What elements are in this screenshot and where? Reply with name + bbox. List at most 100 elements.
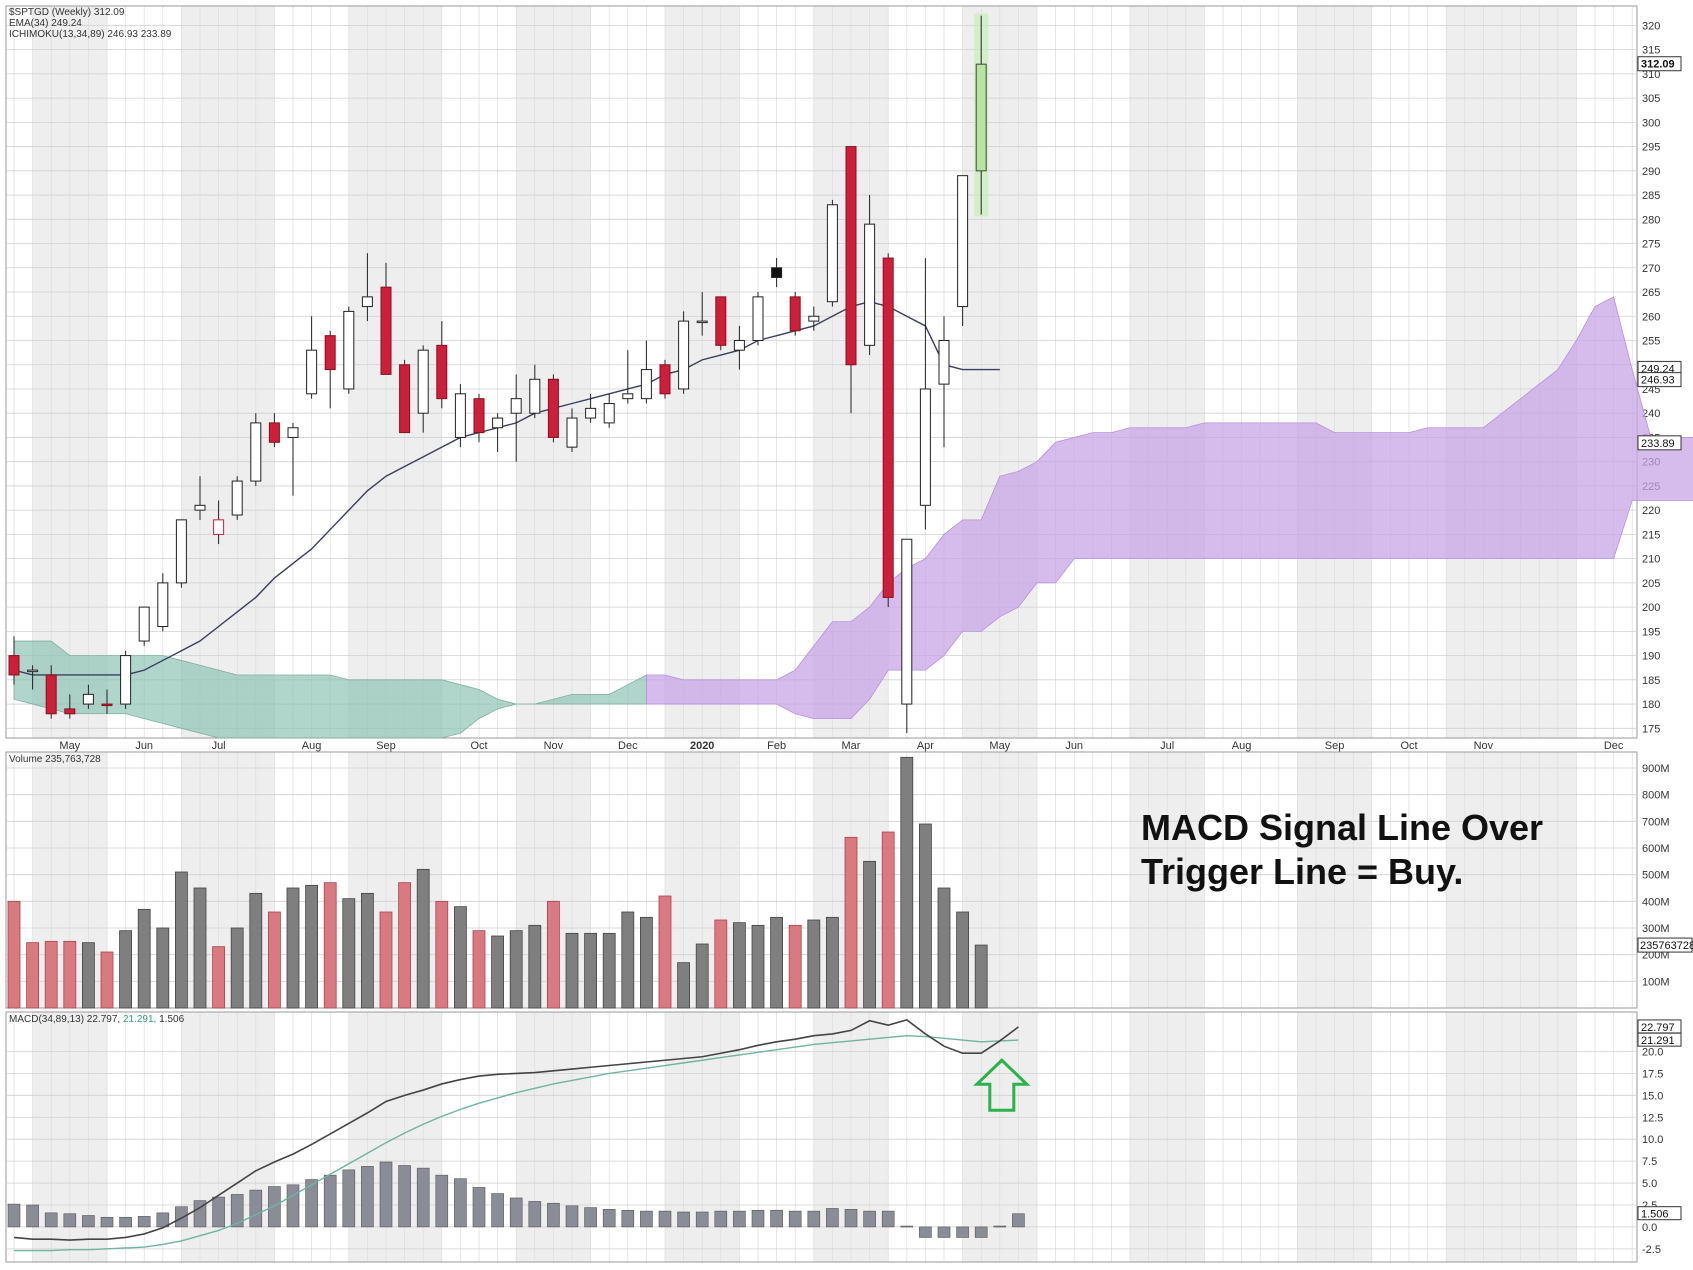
candle	[789, 292, 801, 336]
candle	[324, 330, 336, 409]
candle	[436, 321, 448, 409]
price-tick-label: 265	[1642, 287, 1660, 299]
candle	[974, 13, 989, 217]
macd-histogram-bar	[398, 1165, 411, 1228]
volume-tick-label: 300M	[1642, 923, 1670, 935]
macd-histogram-bar	[342, 1169, 356, 1228]
volume-bar	[453, 906, 467, 1009]
volume-bar	[323, 882, 337, 1009]
candle-body	[845, 146, 857, 366]
x-axis-label: Sep	[1325, 740, 1345, 752]
candle	[175, 519, 187, 588]
candle-body	[696, 320, 708, 324]
price-value-tag-text: 233.89	[1641, 438, 1675, 450]
candle-body	[733, 339, 745, 351]
candle	[27, 665, 39, 690]
candle	[120, 650, 132, 709]
candle-body	[268, 422, 280, 443]
volume-bar	[733, 922, 746, 1009]
macd-histogram-bar	[100, 1216, 114, 1228]
price-legend-line: $SPTGD (Weekly) 312.09	[9, 7, 125, 18]
candle-body	[622, 393, 634, 400]
candle	[194, 476, 206, 520]
candle-body	[715, 296, 727, 346]
candle-body	[771, 267, 783, 278]
candle	[454, 384, 466, 448]
candle	[603, 393, 615, 428]
macd-tick-label: -2.5	[1642, 1244, 1661, 1256]
macd-histogram-bar	[714, 1210, 728, 1228]
volume-bar	[788, 924, 802, 1009]
macd-line	[13, 1019, 1019, 1241]
candle-body	[789, 296, 801, 332]
candle-body	[678, 320, 690, 390]
price-value-tag-text: 312.09	[1641, 59, 1675, 71]
price-legend-line: ICHIMOKU(13,34,89) 246.93 233.89	[9, 29, 172, 40]
candle	[510, 374, 522, 462]
macd-histogram-bar	[733, 1210, 746, 1228]
macd-histogram-bar	[472, 1187, 486, 1228]
macd-tick-label: 5.0	[1642, 1178, 1657, 1190]
candle	[882, 253, 894, 608]
price-tick-label: 195	[1642, 626, 1660, 638]
price-value-tag-box	[1637, 372, 1682, 388]
volume-value-tag-box	[1637, 937, 1693, 953]
volume-bar	[826, 916, 839, 1009]
candle-body	[882, 257, 894, 598]
candle	[157, 573, 169, 632]
candle-body	[194, 504, 206, 511]
ema34-line	[13, 300, 1000, 676]
macd-histogram-bar	[602, 1209, 616, 1228]
macd-histogram-bar	[956, 1226, 969, 1238]
macd-tick-label: 20.0	[1642, 1046, 1663, 1058]
candle	[622, 350, 634, 404]
volume-bars	[7, 756, 988, 1009]
price-legend-line: EMA(34) 249.24	[9, 18, 82, 29]
candle	[306, 316, 318, 399]
volume-bar	[137, 908, 151, 1009]
volume-tick-label: 900M	[1642, 763, 1670, 775]
macd-histogram-bar	[212, 1196, 225, 1228]
x-axis: May Jun Jul Aug Sep Oct Nov Dec 2020 Feb Mar Apr May…	[59, 740, 1623, 752]
candle-body	[157, 582, 169, 628]
macd-tick-label: 12.5	[1642, 1112, 1663, 1124]
price-value-tag-text: 246.93	[1641, 375, 1675, 387]
macd-value-tag: 1.506	[1637, 1206, 1682, 1221]
macd-histogram-bar	[807, 1210, 821, 1228]
volume-bar	[714, 919, 728, 1009]
price-tick-label: 180	[1642, 699, 1660, 711]
candle-body	[82, 693, 94, 705]
price-tick-label: 210	[1642, 554, 1660, 566]
price-tick-label: 320	[1642, 20, 1660, 32]
x-axis-label: Oct	[1400, 740, 1417, 752]
volume-bar	[26, 942, 40, 1009]
candle	[492, 413, 504, 452]
candle-body	[64, 708, 76, 715]
candle	[82, 684, 94, 709]
macd-histogram-bar	[547, 1202, 560, 1228]
candle	[585, 393, 597, 423]
volume-bar	[44, 940, 58, 1009]
macd-histogram-bar	[919, 1226, 932, 1238]
volume-legend: Volume 235,763,728	[9, 754, 101, 765]
macd-histogram-bar	[26, 1204, 39, 1228]
volume-bar	[472, 930, 486, 1009]
volume-tick-label: 700M	[1642, 816, 1670, 828]
macd-histogram-bar	[993, 1225, 1007, 1228]
macd-value-tag-box	[1637, 1206, 1682, 1221]
candle-body	[473, 398, 485, 434]
macd-histogram-bar	[7, 1203, 21, 1228]
macd-histogram-bar	[454, 1178, 467, 1228]
price-tick-label: 185	[1642, 675, 1660, 687]
candle-body	[454, 393, 466, 438]
macd-histogram-bar	[137, 1216, 151, 1228]
candle	[919, 258, 931, 530]
candle-body	[640, 369, 652, 400]
candle-body	[436, 344, 448, 400]
macd-histogram-bar	[658, 1210, 672, 1228]
macd-histogram-bar	[826, 1208, 839, 1228]
x-axis-label: Sep	[376, 740, 396, 752]
candle	[268, 413, 280, 448]
